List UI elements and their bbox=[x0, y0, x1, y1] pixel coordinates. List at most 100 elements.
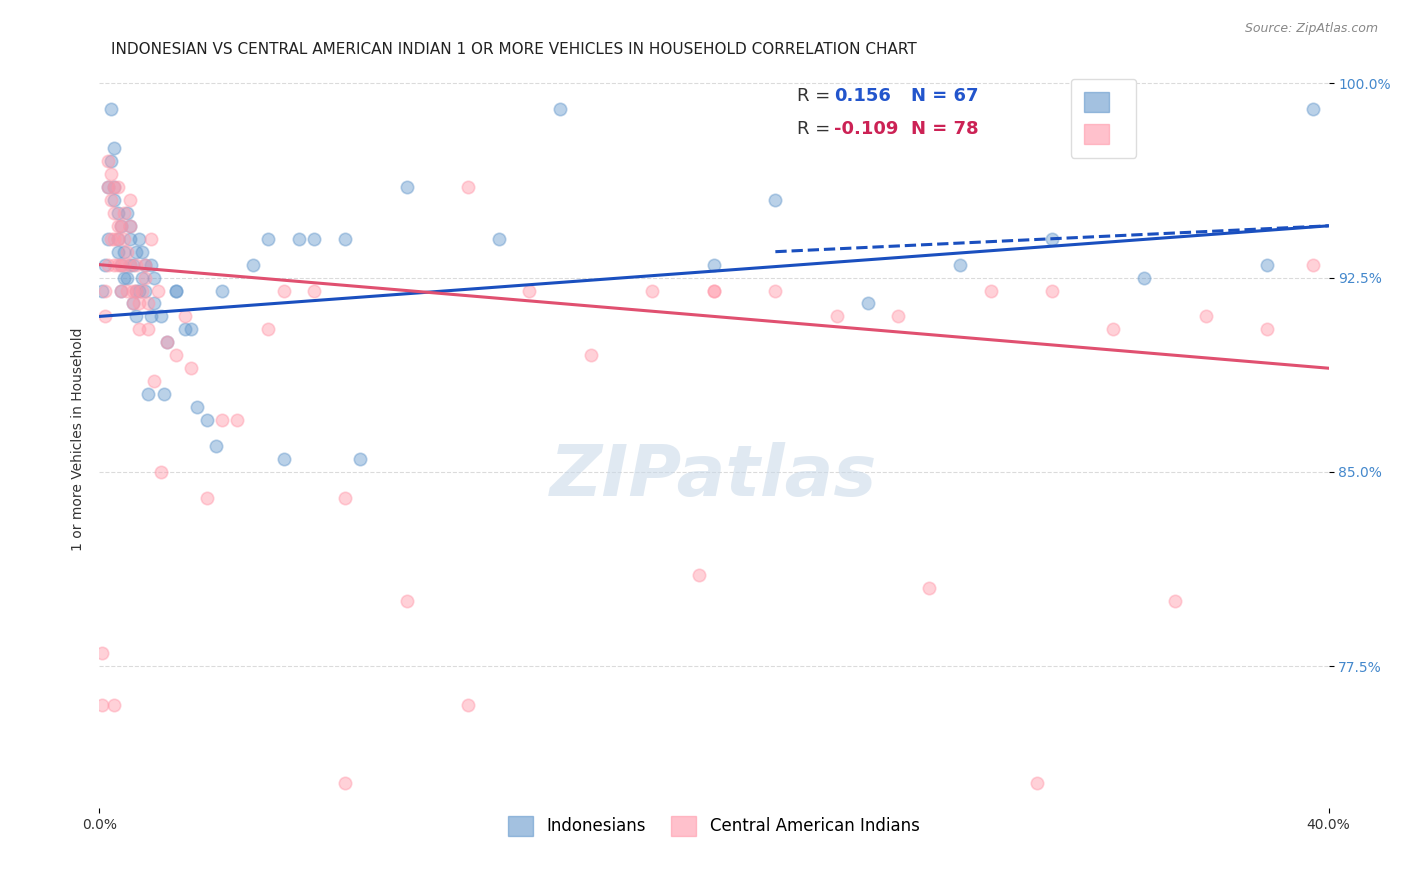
Point bbox=[107, 244, 129, 259]
Point bbox=[395, 594, 418, 608]
Point bbox=[165, 348, 187, 362]
Point bbox=[195, 491, 218, 505]
Point bbox=[134, 258, 156, 272]
Point bbox=[115, 270, 138, 285]
Text: -0.109: -0.109 bbox=[834, 120, 898, 138]
Text: INDONESIAN VS CENTRAL AMERICAN INDIAN 1 OR MORE VEHICLES IN HOUSEHOLD CORRELATIO: INDONESIAN VS CENTRAL AMERICAN INDIAN 1 … bbox=[111, 42, 917, 57]
Point bbox=[112, 232, 135, 246]
Point bbox=[579, 348, 602, 362]
Point bbox=[91, 698, 114, 712]
Point bbox=[548, 102, 571, 116]
Point bbox=[180, 322, 202, 336]
Point bbox=[131, 284, 153, 298]
Point bbox=[103, 193, 125, 207]
Point bbox=[1025, 775, 1047, 789]
Point bbox=[112, 206, 135, 220]
Point bbox=[1302, 102, 1324, 116]
Point bbox=[118, 258, 141, 272]
Point bbox=[134, 258, 156, 272]
Point bbox=[97, 258, 120, 272]
Point bbox=[457, 180, 479, 194]
Point bbox=[94, 284, 117, 298]
Point bbox=[107, 232, 129, 246]
Point bbox=[103, 180, 125, 194]
Point bbox=[1164, 594, 1187, 608]
Point bbox=[141, 310, 163, 324]
Point bbox=[110, 284, 132, 298]
Text: 0.156: 0.156 bbox=[834, 87, 891, 105]
Point bbox=[703, 284, 725, 298]
Point bbox=[103, 206, 125, 220]
Point bbox=[703, 258, 725, 272]
Point bbox=[180, 361, 202, 376]
Point bbox=[257, 322, 280, 336]
Point bbox=[141, 232, 163, 246]
Point bbox=[703, 284, 725, 298]
Point bbox=[100, 232, 122, 246]
Text: Source: ZipAtlas.com: Source: ZipAtlas.com bbox=[1244, 22, 1378, 36]
Point bbox=[125, 284, 148, 298]
Point bbox=[122, 296, 145, 310]
Point bbox=[980, 284, 1002, 298]
Point bbox=[1195, 310, 1218, 324]
Point bbox=[165, 284, 187, 298]
Point bbox=[115, 284, 138, 298]
Point bbox=[273, 451, 295, 466]
Point bbox=[128, 284, 150, 298]
Point bbox=[156, 335, 179, 350]
Point bbox=[122, 258, 145, 272]
Point bbox=[333, 491, 356, 505]
Point bbox=[763, 284, 786, 298]
Point bbox=[110, 258, 132, 272]
Point bbox=[825, 310, 848, 324]
Point bbox=[118, 219, 141, 233]
Point bbox=[131, 270, 153, 285]
Text: R =: R = bbox=[797, 87, 831, 105]
Point bbox=[103, 232, 125, 246]
Point bbox=[107, 258, 129, 272]
Point bbox=[174, 310, 197, 324]
Point bbox=[763, 193, 786, 207]
Point bbox=[125, 310, 148, 324]
Text: R =: R = bbox=[797, 120, 831, 138]
Point bbox=[134, 284, 156, 298]
Point bbox=[1302, 258, 1324, 272]
Point bbox=[107, 232, 129, 246]
Point bbox=[395, 180, 418, 194]
Point bbox=[128, 232, 150, 246]
Point bbox=[288, 232, 311, 246]
Legend: Indonesians, Central American Indians: Indonesians, Central American Indians bbox=[501, 807, 928, 845]
Point bbox=[304, 232, 326, 246]
Point bbox=[918, 582, 941, 596]
Point bbox=[488, 232, 510, 246]
Point bbox=[110, 284, 132, 298]
Point bbox=[118, 193, 141, 207]
Text: N = 67: N = 67 bbox=[911, 87, 979, 105]
Text: N = 78: N = 78 bbox=[911, 120, 979, 138]
Point bbox=[1256, 258, 1278, 272]
Point bbox=[143, 270, 166, 285]
Point bbox=[949, 258, 972, 272]
Y-axis label: 1 or more Vehicles in Household: 1 or more Vehicles in Household bbox=[72, 327, 86, 551]
Point bbox=[100, 102, 122, 116]
Point bbox=[122, 296, 145, 310]
Point bbox=[149, 465, 172, 479]
Point bbox=[349, 451, 371, 466]
Point bbox=[333, 775, 356, 789]
Point bbox=[107, 219, 129, 233]
Point bbox=[107, 180, 129, 194]
Point bbox=[103, 141, 125, 155]
Point bbox=[186, 400, 208, 414]
Point bbox=[97, 180, 120, 194]
Point bbox=[146, 284, 169, 298]
Point bbox=[112, 258, 135, 272]
Point bbox=[125, 258, 148, 272]
Point bbox=[304, 284, 326, 298]
Point bbox=[211, 284, 233, 298]
Point bbox=[118, 219, 141, 233]
Point bbox=[174, 322, 197, 336]
Point bbox=[457, 698, 479, 712]
Point bbox=[143, 296, 166, 310]
Point bbox=[1256, 322, 1278, 336]
Point bbox=[112, 270, 135, 285]
